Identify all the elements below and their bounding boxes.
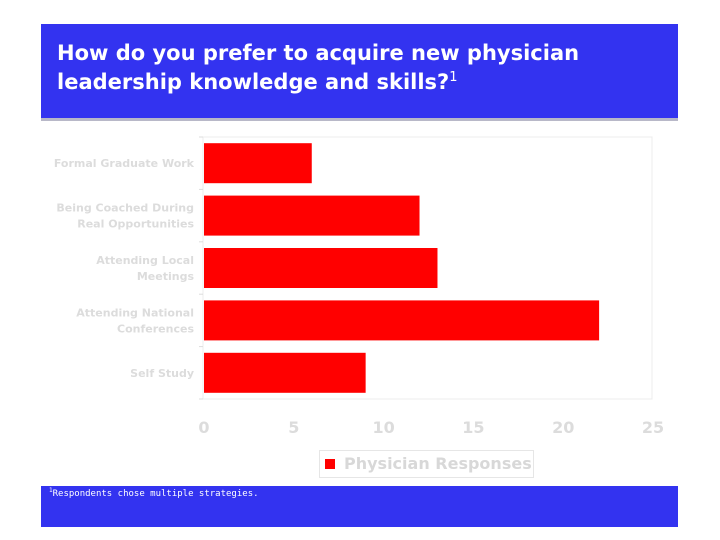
bar	[204, 352, 366, 393]
chart-legend: Physician Responses	[319, 450, 534, 478]
x-tick-label: 25	[642, 418, 664, 437]
category-label: Attending National Conferences	[76, 306, 194, 335]
x-tick-label: 15	[462, 418, 484, 437]
x-tick-label: 0	[198, 418, 209, 437]
category-label-line: Self Study	[130, 367, 194, 380]
slide-title: How do you prefer to acquire new physici…	[57, 39, 657, 97]
category-label-line: Conferences	[117, 322, 194, 335]
footnote-note: Respondents chose multiple strategies.	[52, 489, 259, 499]
bar	[204, 300, 600, 341]
bar	[204, 195, 420, 236]
category-label: Self Study	[130, 367, 194, 380]
title-banner: How do you prefer to acquire new physici…	[41, 24, 678, 121]
slide-title-text: How do you prefer to acquire new physici…	[57, 41, 580, 94]
bar	[204, 143, 312, 184]
category-label-line: Real Opportunities	[77, 218, 194, 231]
plot-frame	[202, 136, 653, 400]
legend-label: Physician Responses	[344, 454, 532, 473]
title-footnote-mark: 1	[449, 70, 458, 85]
legend-swatch	[325, 459, 335, 469]
footnote-mark: 1	[49, 487, 53, 494]
category-label: Attending Local Meetings	[96, 254, 194, 283]
x-tick-label: 20	[552, 418, 574, 437]
category-label-line: Meetings	[137, 270, 195, 283]
category-label-line: Attending National	[76, 306, 194, 319]
category-label: Being Coached During Real Opportunities	[56, 202, 194, 231]
category-label-line: Formal Graduate Work	[54, 157, 195, 170]
bar	[204, 248, 438, 288]
category-label: Formal Graduate Work	[54, 157, 195, 170]
category-label-line: Being Coached During	[56, 202, 194, 215]
footnote-banner: 1Respondents chose multiple strategies.	[41, 486, 678, 527]
footnote-text: 1Respondents chose multiple strategies.	[49, 487, 259, 500]
x-tick-label: 10	[372, 418, 394, 437]
x-tick-label: 5	[288, 418, 299, 437]
category-label-line: Attending Local	[96, 254, 194, 267]
